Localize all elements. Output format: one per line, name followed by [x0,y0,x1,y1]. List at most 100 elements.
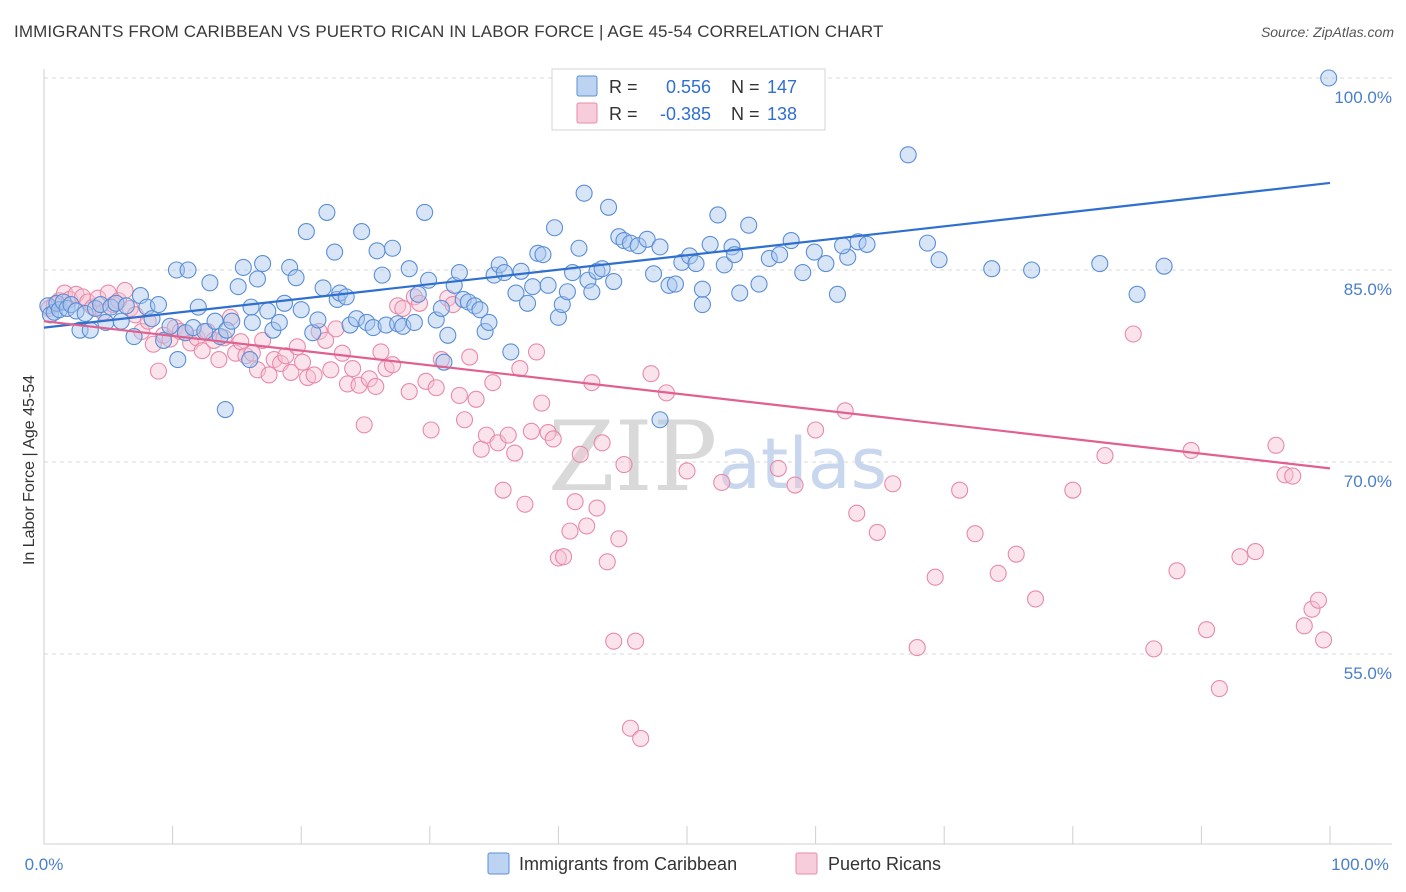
data-point [499,426,517,444]
data-point [495,264,513,282]
data-point [484,374,502,392]
data-point [241,351,259,369]
data-point [610,530,628,548]
data-point [782,232,800,250]
data-point [553,296,571,314]
data-point [740,216,758,234]
data-point [760,249,778,268]
data-point [293,353,312,371]
data-point [549,308,567,326]
data-point [544,430,562,448]
data-point [450,386,468,404]
data-point [629,237,647,255]
data-point [709,206,727,224]
data-point [450,264,468,282]
data-point [254,255,272,273]
data-point [1128,285,1146,303]
data-point [989,564,1007,582]
data-point [1007,545,1025,563]
data-point [427,379,445,397]
data-point [1210,680,1228,698]
data-point [304,324,322,342]
data-point [260,366,278,384]
legend-n-value-blue: 147 [767,77,797,97]
data-point [216,400,234,419]
data-point [598,553,616,571]
data-point [554,548,573,566]
data-point [337,288,355,306]
y-axis-title: In Labor Force | Age 45-54 [21,375,38,565]
data-point [828,285,847,303]
data-point [1303,600,1321,618]
data-point [275,294,294,312]
data-point [539,276,557,294]
data-point [868,523,886,541]
data-point [347,310,366,328]
data-point [327,320,345,338]
data-point [439,326,457,344]
data-point [731,284,749,302]
data-point [317,331,335,349]
data-point [1096,447,1114,465]
data-point [1023,261,1041,279]
data-point [570,239,588,257]
series-legend-swatch-puerto-ricans [795,852,818,875]
data-point [248,270,267,288]
data-point [507,284,525,302]
data-point [455,411,474,429]
data-point [288,338,306,356]
data-point [1155,257,1173,275]
data-point [405,313,423,332]
data-point [161,317,179,335]
watermark-atlas: atlas [718,423,887,505]
legend-n-label-blue: N = [731,77,760,97]
data-point [1026,590,1045,608]
data-point [112,312,130,330]
data-point [1315,631,1333,649]
data-point [583,283,601,301]
data-point [167,261,186,279]
data-point [983,260,1001,278]
data-point [201,274,219,292]
data-point [715,256,733,274]
legend-r-value-blue: 0.556 [666,77,711,97]
data-point [750,275,768,293]
data-point [76,304,94,323]
data-point [817,255,835,273]
data-point [1309,591,1327,609]
data-point [364,319,382,337]
data-point [206,312,224,330]
data-point [506,444,524,462]
data-point [292,301,310,319]
data-point [858,235,876,253]
data-point [243,313,261,332]
data-point [1267,436,1285,454]
data-point [476,322,494,340]
data-point [277,347,295,365]
data-point [367,377,385,396]
data-point [693,280,711,298]
puerto-ricans-points [40,281,1333,748]
data-point [558,283,576,301]
legend-r-label-blue: R = [609,77,638,97]
data-point [353,223,371,241]
series-legend: Immigrants from Caribbean Puerto Ricans [487,852,941,875]
data-point [571,445,589,463]
data-point [593,434,611,452]
y-tick-label: 55.0% [1344,664,1392,683]
data-point [512,262,530,280]
chart-title: IMMIGRANTS FROM CARIBBEAN VS PUERTO RICA… [14,22,884,41]
data-point [518,294,537,312]
data-point [918,234,937,252]
legend-swatch-pink [576,102,598,124]
data-point [1168,562,1186,580]
data-point [627,632,645,650]
trend-lines [43,181,1331,470]
data-point [771,246,789,264]
data-point [400,383,418,401]
data-point [834,237,852,255]
data-point [926,568,944,586]
data-point [344,360,362,378]
data-point [287,269,305,287]
